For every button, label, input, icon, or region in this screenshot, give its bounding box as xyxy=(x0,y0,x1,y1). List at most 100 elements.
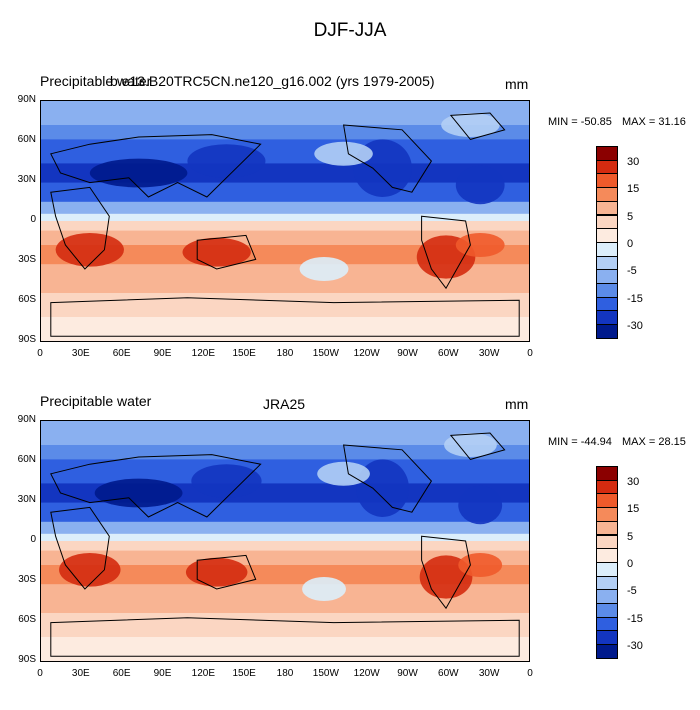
coastline xyxy=(50,617,520,657)
value-contour xyxy=(185,557,248,587)
value-contour xyxy=(59,553,121,587)
colorbar-swatch xyxy=(596,187,618,202)
colorbar-swatch xyxy=(596,520,618,536)
coastline xyxy=(343,124,433,193)
coastline xyxy=(50,186,110,270)
value-contour xyxy=(458,485,503,525)
panel-dataset-label: JRA25 xyxy=(263,396,306,412)
colorbar-label: 30 xyxy=(627,155,640,168)
lon-tick-label: 150W xyxy=(312,668,339,679)
colorbar-swatch xyxy=(596,324,618,339)
lon-tick-label: 60W xyxy=(438,348,459,359)
colorbar-label: -15 xyxy=(627,292,643,305)
colorbar-swatch xyxy=(596,159,618,175)
colorbar-swatch xyxy=(596,534,618,550)
lat-tick-label: 30S xyxy=(18,574,36,585)
value-contour xyxy=(455,165,505,205)
lon-tick-label: 120E xyxy=(191,668,215,679)
colorbar-label: -5 xyxy=(627,265,637,278)
lon-tick-label: 90W xyxy=(397,348,418,359)
value-band xyxy=(41,245,529,265)
lat-tick-label: 60S xyxy=(18,614,36,625)
colorbar-swatch xyxy=(596,589,618,604)
coastline xyxy=(421,215,471,290)
lon-tick-label: 60E xyxy=(112,348,131,359)
value-contour xyxy=(455,233,505,257)
lon-tick-label: 0 xyxy=(527,668,533,679)
value-band xyxy=(41,293,529,318)
value-band xyxy=(41,613,529,638)
value-band xyxy=(41,459,529,484)
colorbar-swatch xyxy=(596,548,618,563)
colorbar-label: 15 xyxy=(627,183,640,196)
max-label: MAX = 31.16 xyxy=(622,116,686,128)
colorbar-swatch xyxy=(596,241,618,257)
lat-tick-label: 30N xyxy=(17,174,36,185)
panel-units-label: mm xyxy=(505,76,529,92)
colorbar-swatch xyxy=(596,296,618,312)
lat-tick-label: 30N xyxy=(17,494,36,505)
map-panel-reanalysis: Precipitable water JRA25 mm MIN = -44.94… xyxy=(0,390,700,710)
map-plot-area[interactable] xyxy=(40,100,530,342)
lat-tick-label: 60S xyxy=(18,294,36,305)
lon-tick-label: 150E xyxy=(232,348,256,359)
value-contour xyxy=(187,144,266,178)
value-band xyxy=(41,550,529,566)
colorbar-swatch xyxy=(596,507,618,522)
colorbar-swatch xyxy=(596,255,618,271)
coastline xyxy=(50,134,262,198)
min-label: MIN = -44.94 xyxy=(548,436,612,448)
colorbar-swatch xyxy=(596,466,618,481)
lat-tick-label: 30S xyxy=(18,254,36,265)
value-contour xyxy=(182,237,251,267)
value-contour xyxy=(441,113,500,137)
value-band xyxy=(41,521,529,535)
lat-tick-label: 60N xyxy=(17,454,36,465)
lon-tick-label: 0 xyxy=(37,348,43,359)
value-contour xyxy=(94,478,183,508)
colorbar-label: 30 xyxy=(627,475,640,488)
value-contour xyxy=(302,577,346,601)
max-label: MAX = 28.15 xyxy=(622,436,686,448)
colorbar-swatch xyxy=(596,269,618,284)
colorbar-swatch xyxy=(596,561,618,577)
colorbar-label: 15 xyxy=(627,503,640,516)
coastline xyxy=(421,535,471,610)
lon-tick-label: 0 xyxy=(37,668,43,679)
value-band xyxy=(41,182,529,203)
coastline xyxy=(50,506,110,590)
colorbar-swatch xyxy=(596,310,618,326)
panel-variable-label: Precipitable water xyxy=(40,73,152,89)
panel-dataset-label: b.e13.B20TRC5CN.ne120_g16.002 (yrs 1979-… xyxy=(110,73,435,89)
lon-tick-label: 90W xyxy=(397,668,418,679)
lon-tick-label: 120W xyxy=(353,668,380,679)
lon-tick-label: 60E xyxy=(112,668,131,679)
value-contour xyxy=(191,464,262,498)
colorbar-label: -15 xyxy=(627,612,643,625)
lon-tick-label: 0 xyxy=(527,348,533,359)
value-contour xyxy=(458,553,503,577)
value-band xyxy=(41,533,529,542)
colorbar-swatch xyxy=(596,214,618,230)
colorbar-swatch xyxy=(596,200,618,216)
value-band xyxy=(41,502,529,523)
value-contour xyxy=(89,158,188,188)
map-panel-model: Precipitable water b.e13.B20TRC5CN.ne120… xyxy=(0,70,700,390)
lat-tick-label: 60N xyxy=(17,134,36,145)
value-contour xyxy=(444,433,497,457)
lon-tick-label: 30E xyxy=(71,348,90,359)
value-band xyxy=(41,230,529,246)
value-band xyxy=(41,213,529,222)
coastline xyxy=(50,454,262,518)
colorbar-swatch xyxy=(596,173,618,189)
lon-tick-label: 60W xyxy=(438,668,459,679)
panel-variable-label: Precipitable water xyxy=(40,393,152,409)
lat-tick-label: 90N xyxy=(17,94,36,105)
map-plot-area[interactable] xyxy=(40,420,530,662)
lat-tick-label: 90N xyxy=(17,414,36,425)
colorbar-swatch xyxy=(596,616,618,632)
value-band xyxy=(41,139,529,164)
lat-tick-label: 0 xyxy=(30,214,36,225)
colorbar-swatch xyxy=(596,630,618,646)
colorbar-label: -30 xyxy=(627,640,643,653)
